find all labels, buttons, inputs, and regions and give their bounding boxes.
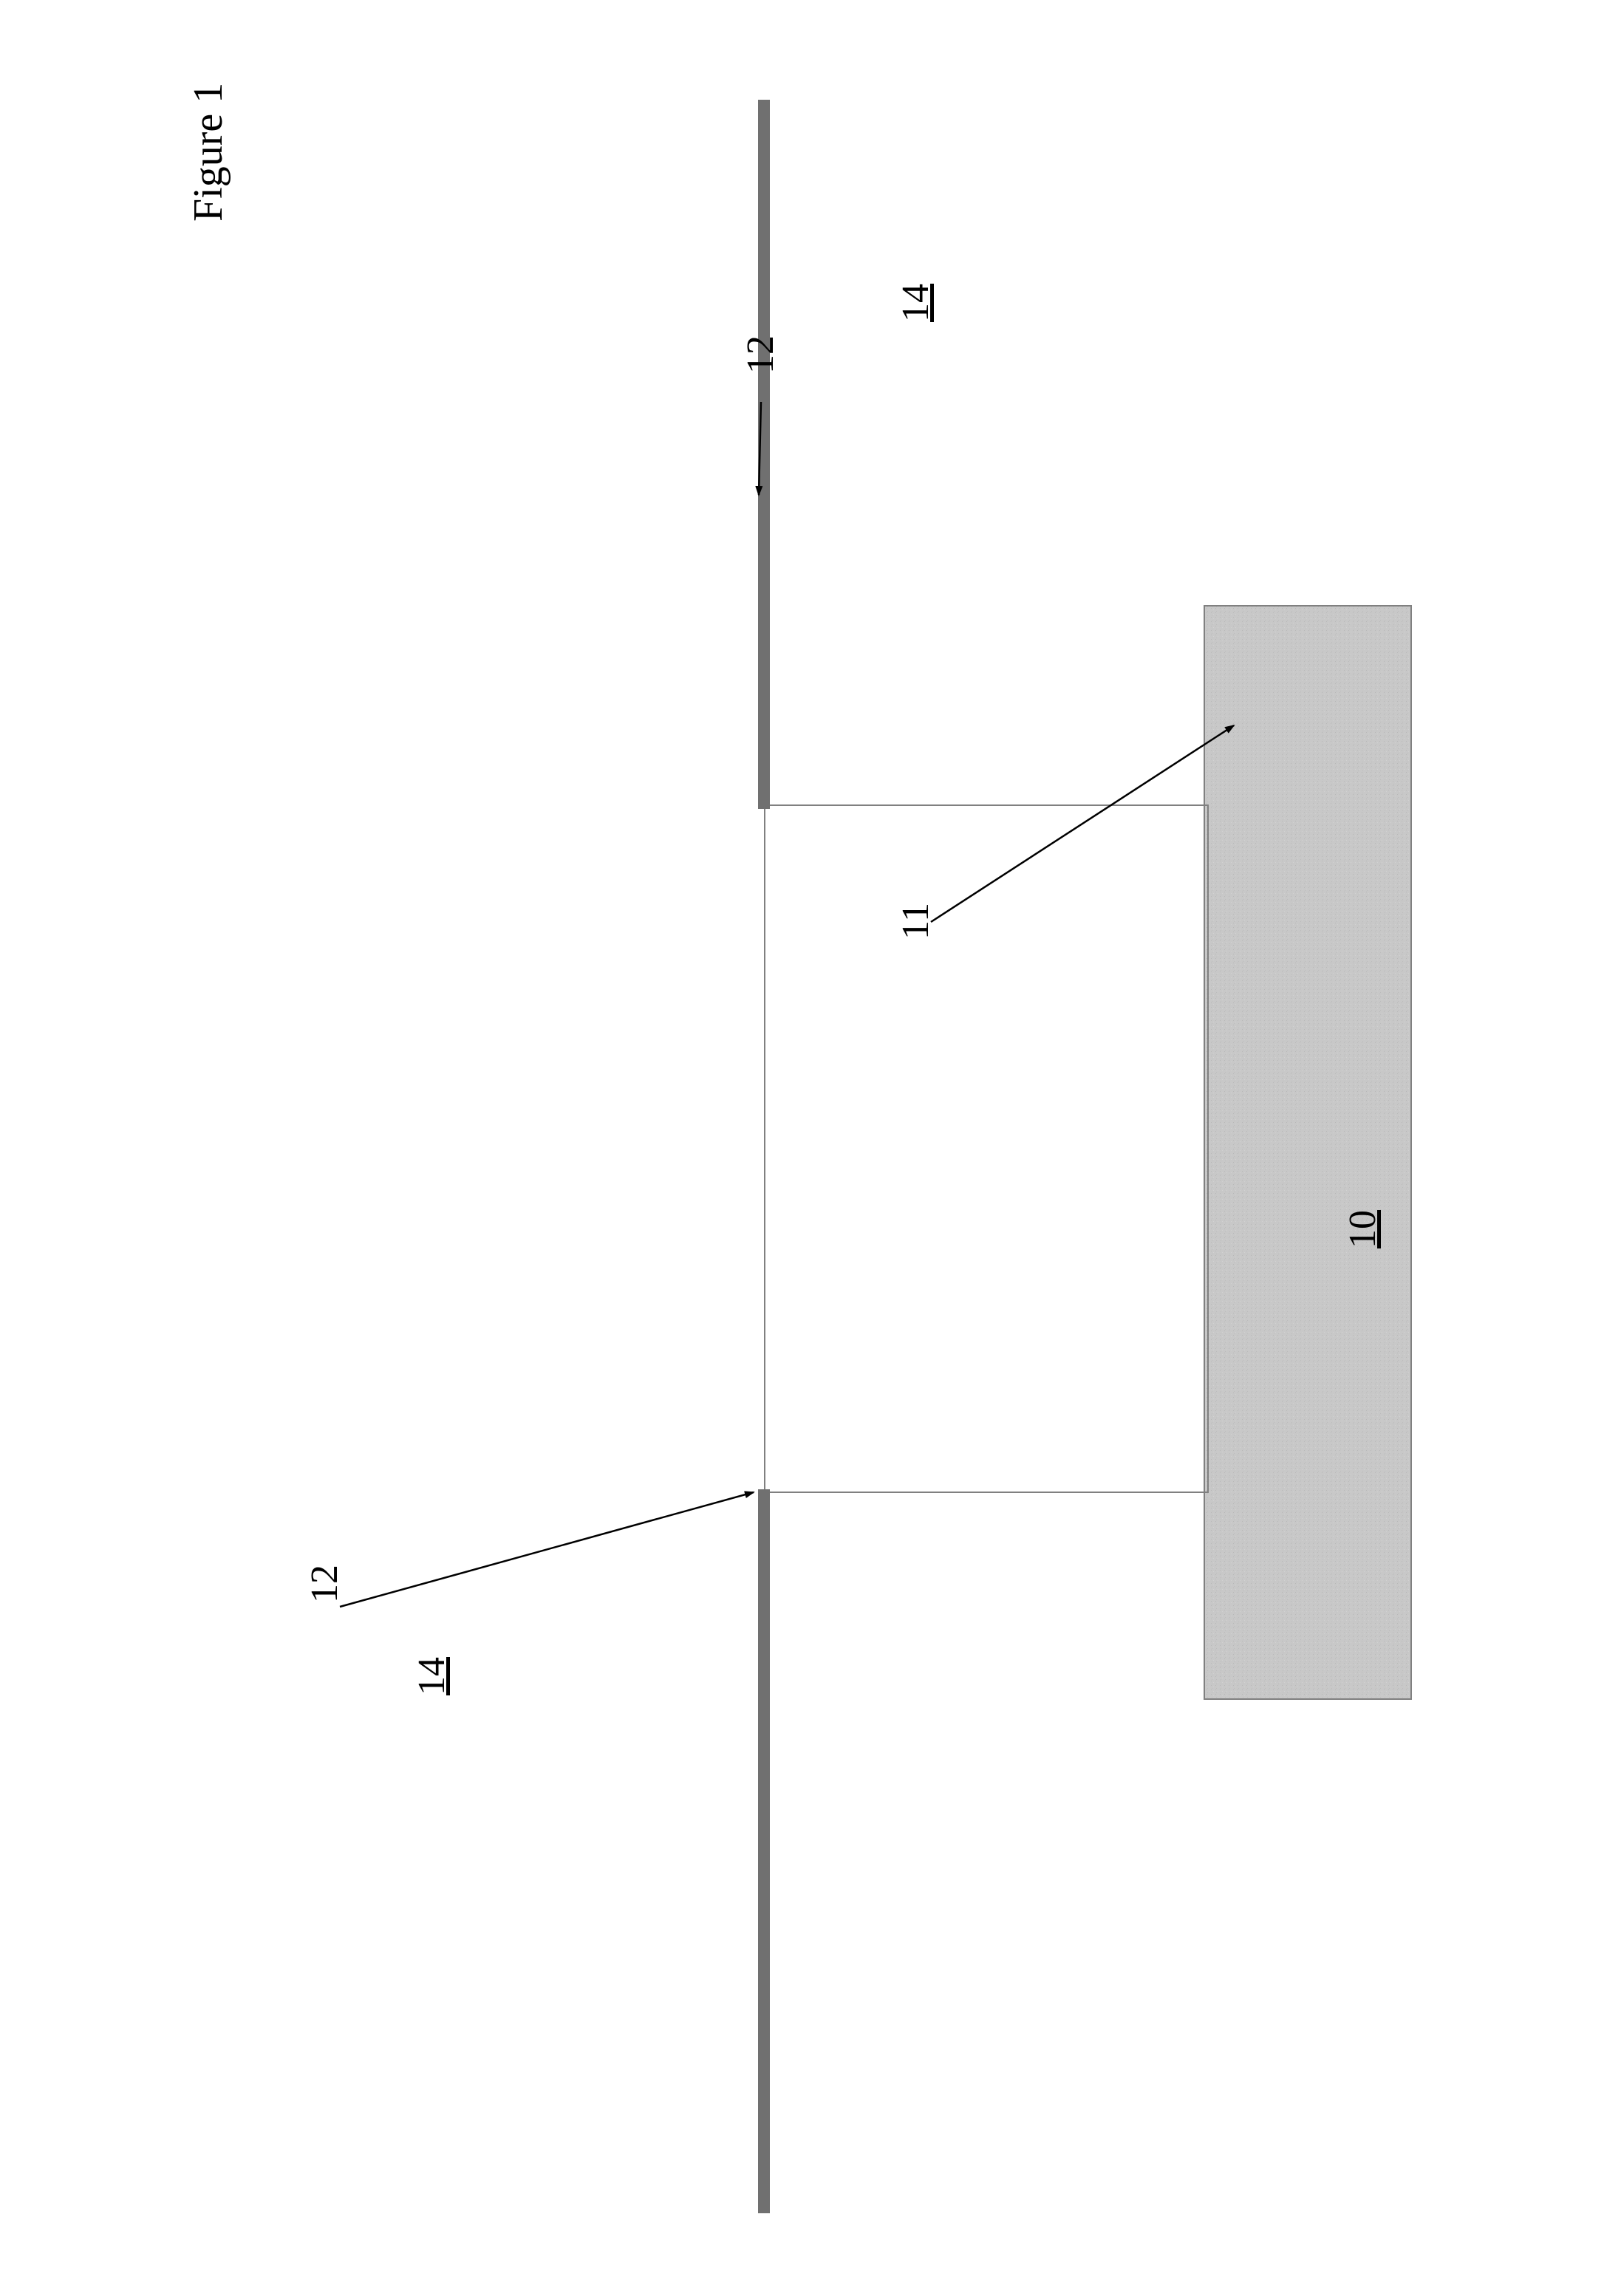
arrow-12-left (340, 1492, 754, 1607)
label-10: 10 (1341, 1210, 1385, 1248)
label-12-left: 12 (303, 1565, 347, 1603)
label-14-left: 14 (410, 1657, 454, 1695)
arrow-11 (931, 725, 1234, 922)
gate-region-rect (765, 805, 1208, 1492)
substrate-rect (1204, 606, 1411, 1699)
diagram-svg (0, 0, 1621, 2296)
page: Figure 1 10 11 12 (0, 0, 1621, 2296)
label-11: 11 (894, 903, 938, 940)
hardmask-left (758, 1489, 770, 2213)
label-12-right: 12 (739, 335, 782, 374)
label-14-right: 14 (894, 284, 938, 322)
